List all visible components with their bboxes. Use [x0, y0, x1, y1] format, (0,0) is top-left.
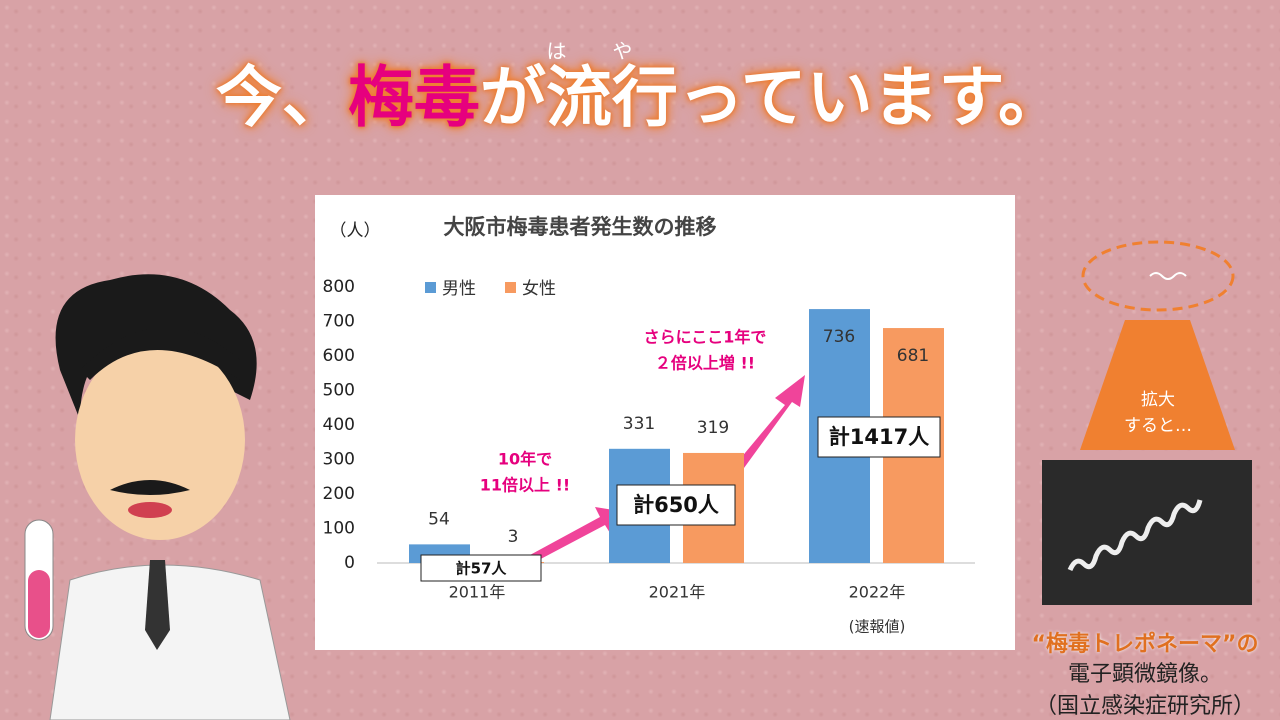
- legend-label: 男性: [442, 279, 476, 299]
- legend-swatch: [425, 282, 436, 293]
- data-label: 3: [508, 527, 519, 547]
- zoom-text: 拡大: [1141, 390, 1175, 410]
- annotation: 11倍以上 !!: [480, 476, 570, 495]
- arrow: [530, 507, 620, 562]
- headline-text: 今、: [215, 59, 348, 136]
- chart: 大阪市梅毒患者発生数の推移 （人） 0 100 200 300 400 500 600 700…: [323, 215, 975, 636]
- y-tick-label: 600: [323, 346, 355, 366]
- ruby: はや: [545, 39, 678, 63]
- data-label: 319: [697, 418, 729, 438]
- headline: 今、梅毒が流行はやっています。: [0, 39, 1280, 140]
- caption: 電子顕微鏡像。: [1067, 662, 1222, 687]
- legend-label: 女性: [522, 279, 556, 299]
- y-unit: （人）: [330, 221, 381, 241]
- total-box: [420, 554, 542, 582]
- caption: “梅毒トレポネーマ”の: [1031, 632, 1259, 657]
- total-box: [817, 416, 941, 458]
- data-label: 736: [823, 327, 855, 347]
- x-tick-label: 2011年: [449, 583, 506, 602]
- total-label: 計1417人: [829, 425, 929, 449]
- y-tick-label: 300: [323, 450, 355, 470]
- y-tick-label: 400: [323, 415, 355, 435]
- headline-text: が: [479, 59, 546, 136]
- headline-text: 流行: [545, 59, 678, 136]
- data-label: 331: [623, 414, 655, 434]
- annotation: 10年で: [498, 450, 552, 469]
- chart-title: 大阪市梅毒患者発生数の推移: [444, 215, 717, 239]
- x-tick-label: 2021年: [649, 583, 706, 602]
- zoom-text: すると…: [1124, 416, 1192, 436]
- total-label: 計57人: [456, 560, 508, 578]
- headline-highlight: 梅毒: [347, 59, 480, 136]
- y-tick-label: 700: [323, 312, 355, 332]
- x-tick-label: 2022年: [849, 583, 906, 602]
- headline-text: っています。: [677, 59, 1065, 136]
- caption: （国立感染症研究所）: [1034, 694, 1255, 719]
- y-tick-label: 800: [323, 277, 355, 297]
- annotation: さらにここ1年で: [644, 328, 767, 347]
- y-tick-label: 100: [323, 519, 355, 539]
- data-label: 681: [897, 346, 929, 366]
- y-tick-label: 200: [323, 484, 355, 504]
- zoom-graphic: 拡大 すると…: [1042, 240, 1252, 605]
- doctor-illustration: [24, 274, 291, 720]
- legend-swatch: [505, 282, 516, 293]
- x-note: (速報値): [849, 618, 906, 636]
- annotation: ２倍以上増 !!: [655, 354, 755, 373]
- total-box: [616, 484, 736, 526]
- data-label: 54: [428, 509, 450, 529]
- y-tick-label: 500: [323, 381, 355, 401]
- total-label: 計650人: [633, 493, 719, 517]
- y-tick-label: 0: [344, 553, 355, 573]
